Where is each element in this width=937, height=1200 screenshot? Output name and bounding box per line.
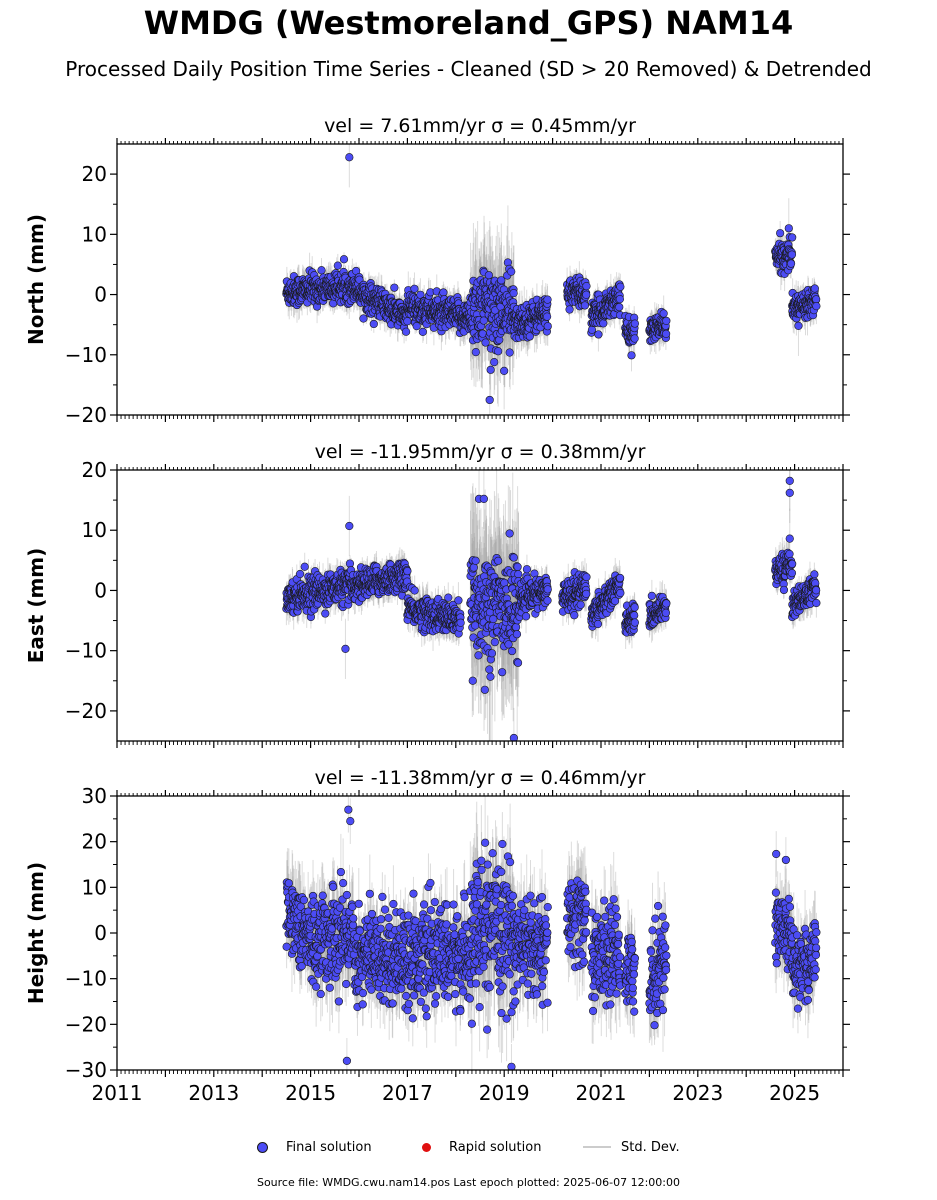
data-point	[403, 317, 412, 326]
data-point	[615, 295, 625, 304]
data-point	[630, 319, 639, 328]
data-point	[317, 266, 326, 275]
data-area	[282, 470, 821, 741]
data-point	[788, 233, 797, 242]
y-tick-label: 0	[94, 283, 107, 307]
data-point	[505, 348, 514, 357]
data-point	[478, 329, 487, 338]
data-point	[543, 295, 552, 304]
y-tick-label: 10	[82, 222, 107, 246]
data-area	[282, 144, 821, 415]
data-point	[627, 351, 636, 360]
data-point	[390, 283, 399, 292]
data-point	[410, 284, 419, 293]
outlier-point	[345, 153, 354, 162]
data-point	[509, 289, 518, 298]
data-point	[582, 282, 591, 291]
data-point	[412, 322, 421, 331]
data-point	[484, 271, 493, 280]
subtitle: Processed Daily Position Time Series - C…	[65, 57, 872, 81]
y-axis-label: North (mm)	[24, 214, 48, 345]
data-point	[616, 282, 625, 291]
outlier-point	[486, 365, 495, 374]
data-point	[479, 316, 488, 325]
data-point	[339, 255, 349, 264]
outlier-point	[794, 321, 803, 330]
data-point	[587, 325, 597, 334]
data-point	[439, 288, 448, 297]
data-point	[599, 319, 608, 328]
y-tick-label: 20	[82, 162, 107, 186]
outlier-point	[784, 224, 793, 233]
data-point	[542, 312, 552, 321]
data-point	[359, 314, 368, 323]
main-title: WMDG (Westmoreland_GPS) NAM14	[143, 4, 794, 42]
data-point	[418, 327, 427, 336]
data-point	[659, 309, 668, 318]
data-point	[776, 229, 785, 238]
y-tick-label: −10	[65, 343, 107, 367]
data-point	[630, 334, 639, 343]
data-point	[662, 316, 671, 325]
data-point	[490, 358, 499, 367]
y-tick-label: −20	[65, 403, 107, 427]
data-point	[810, 284, 819, 293]
data-point	[471, 348, 480, 357]
panel-1: −20 −10 0 10 20 vel = 7.61mm/yr σ = 0.45mm/yr…	[24, 115, 850, 427]
outlier-point	[485, 395, 494, 405]
data-point	[401, 327, 411, 336]
data-point	[333, 261, 342, 270]
data-point	[369, 319, 378, 329]
data-point	[481, 338, 490, 347]
data-point	[507, 267, 516, 276]
data-point	[565, 305, 574, 314]
data-point	[787, 250, 797, 259]
data-point	[812, 302, 821, 311]
data-point	[494, 347, 503, 356]
data-point	[543, 322, 552, 331]
panel-title: vel = 7.61mm/yr σ = 0.45mm/yr	[324, 115, 636, 137]
data-point	[615, 302, 624, 312]
data-point	[594, 330, 603, 339]
data-point	[580, 301, 590, 310]
data-point	[786, 259, 796, 268]
data-point	[662, 329, 671, 338]
data-point	[582, 290, 591, 299]
data-point	[525, 332, 534, 341]
data-point	[500, 366, 509, 376]
